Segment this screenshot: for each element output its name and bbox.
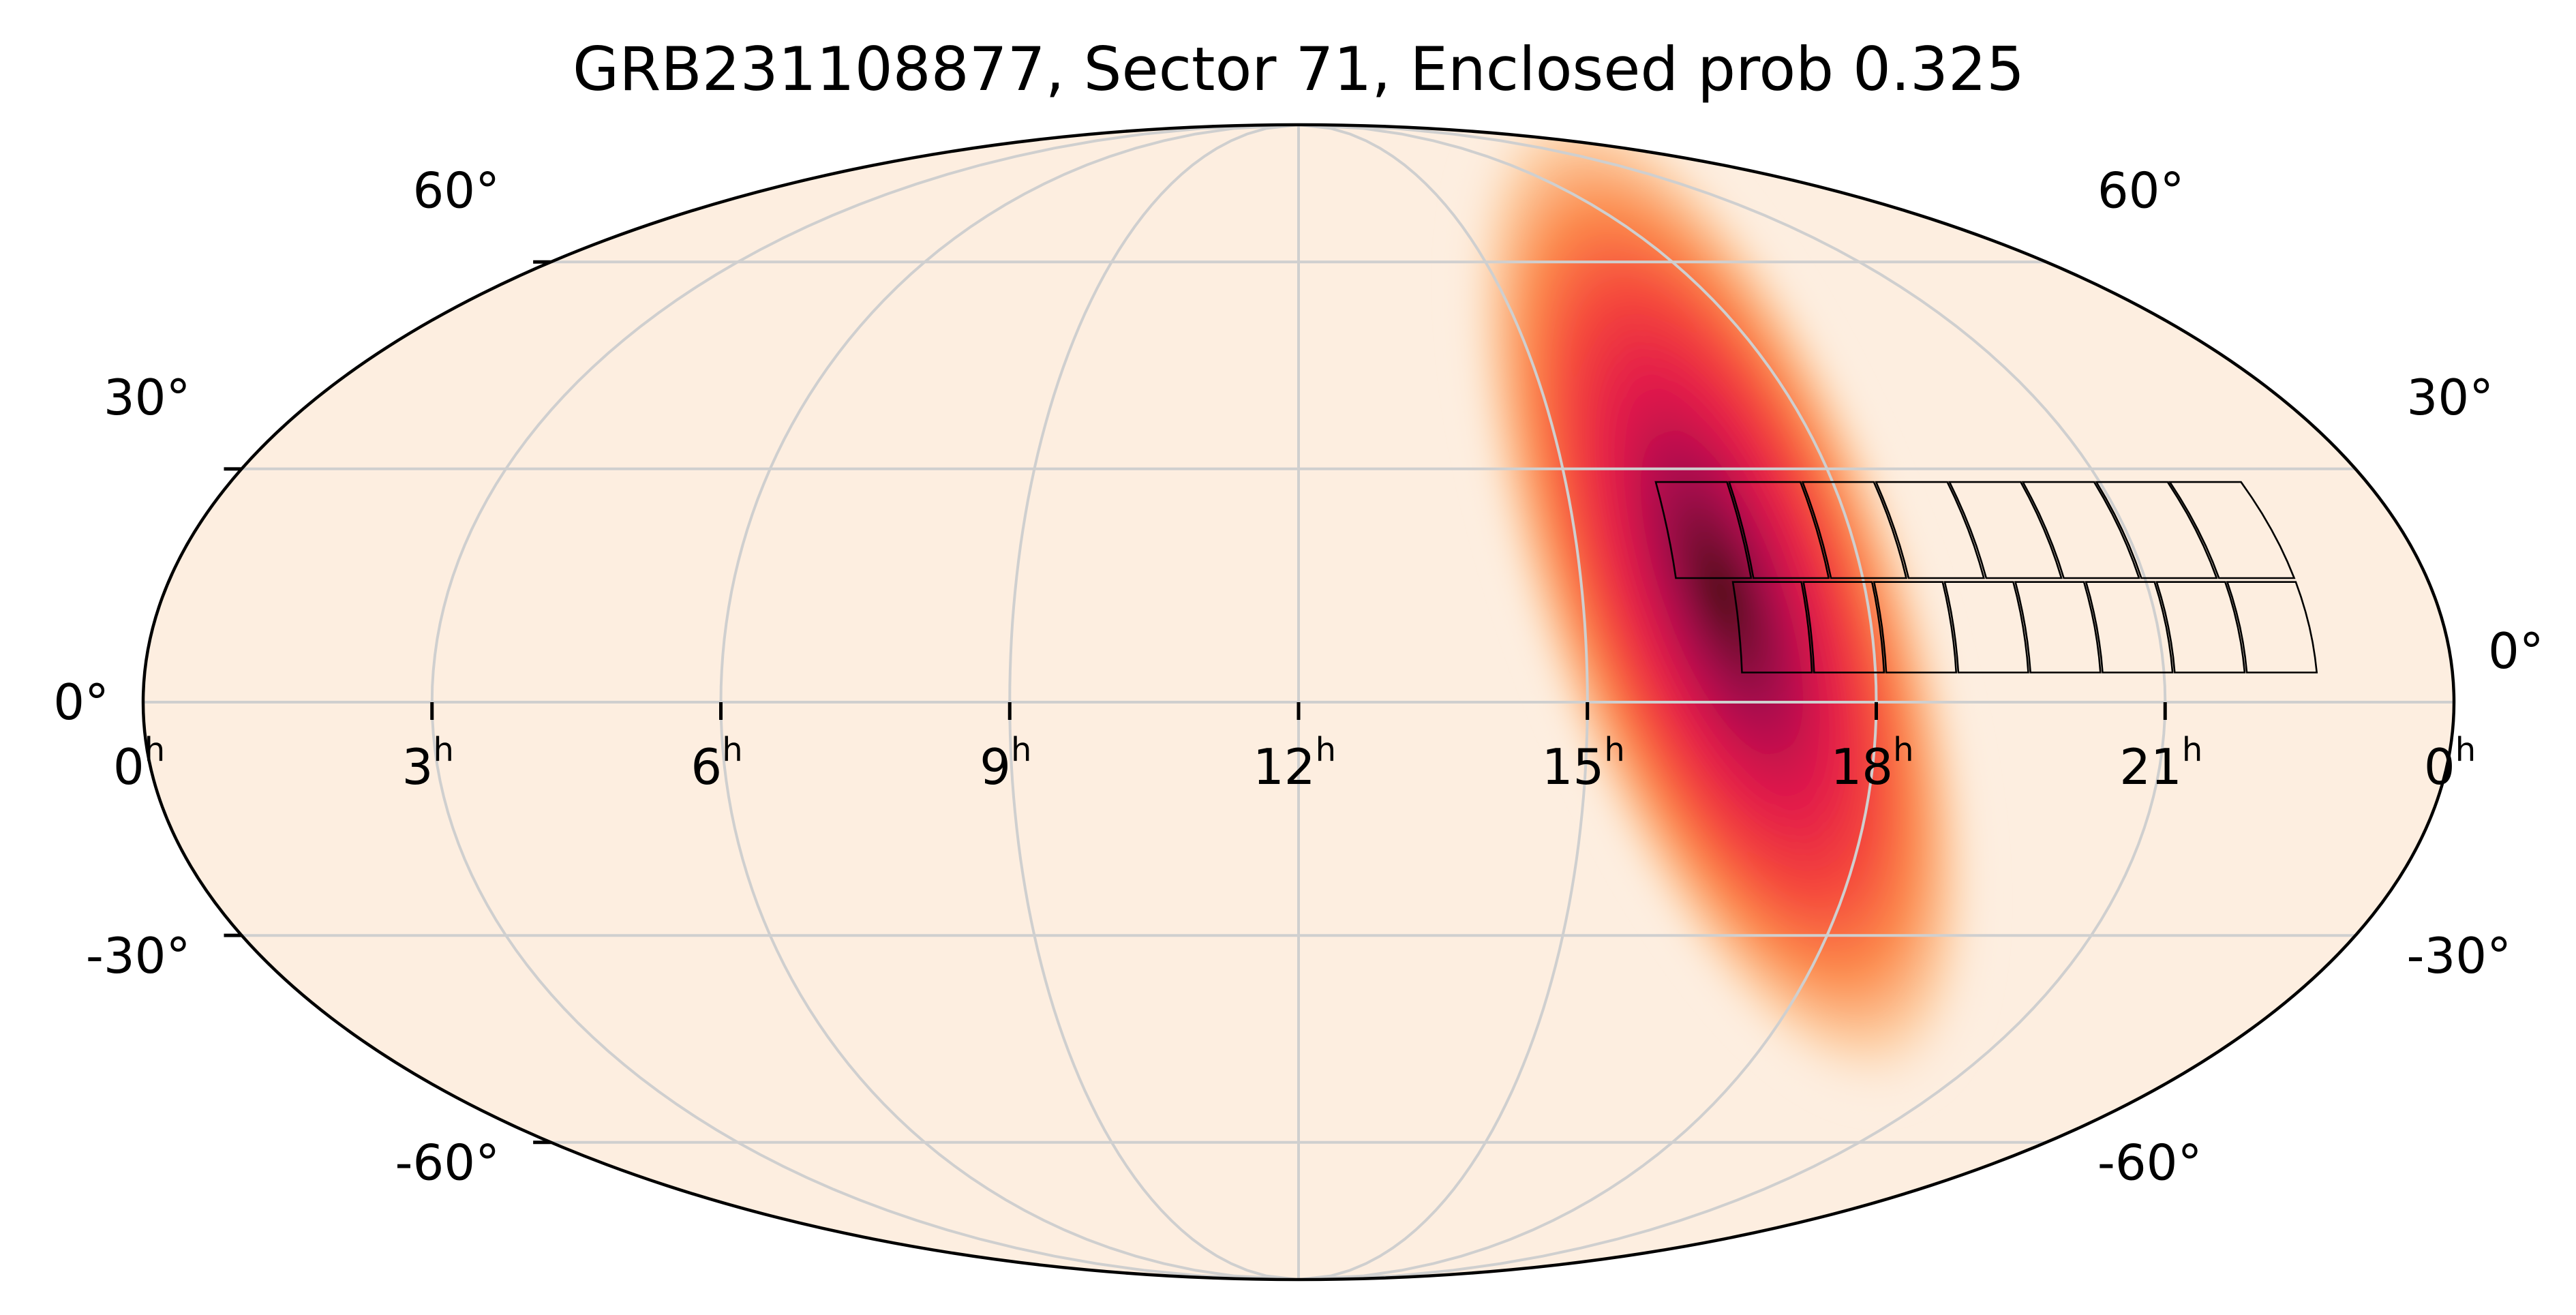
ra-tick-label: 3h xyxy=(402,731,454,796)
ra-tick-label: 12h xyxy=(1253,731,1336,796)
footprint-cell xyxy=(1731,581,1813,674)
tick-marks xyxy=(224,260,2167,1145)
footprint-cell xyxy=(1948,481,2063,579)
footprint-cell xyxy=(1873,581,1958,674)
ra-tick-label: 6h xyxy=(691,731,742,796)
footprint-cell xyxy=(2085,581,2174,674)
footprint-cell xyxy=(1875,481,1986,579)
ra-tick-label: 0h xyxy=(113,731,165,796)
ra-tick-labels: 0h 21h 18h 15h 12h 9h 6h 3h 0h xyxy=(113,731,2476,796)
chart-title: GRB231108877, Sector 71, Enclosed prob 0… xyxy=(573,34,2025,104)
footprint-cell xyxy=(1654,481,1753,579)
probability-heatmap xyxy=(1459,125,1984,1106)
dec-tick-label-right: -30° xyxy=(2407,927,2512,984)
dec-tick-label-right: 30° xyxy=(2407,369,2494,426)
sky-outline xyxy=(141,123,2456,1282)
dec-tick-label-left: -60° xyxy=(395,1134,500,1192)
dec-tick-label-right: 60° xyxy=(2097,162,2185,219)
footprint-cell xyxy=(2095,481,2218,579)
footprint-cell xyxy=(1727,481,1830,579)
dec-tick-labels: 60° 30° 0° -30° -60° 60° 30° 0° -30° -60° xyxy=(53,162,2544,1191)
dec-tick-label-right: -60° xyxy=(2097,1134,2202,1192)
tess-footprint xyxy=(1654,481,2318,674)
probability-region xyxy=(1459,125,1984,1106)
footprint-cell xyxy=(1801,481,1908,579)
ra-tick-label: 0h xyxy=(2424,731,2476,796)
dec-tick-label-left: 30° xyxy=(104,369,191,426)
footprint-cell xyxy=(2014,581,2102,674)
dec-tick-label-left: -30° xyxy=(86,927,191,984)
ra-tick-label: 18h xyxy=(1830,731,1913,796)
dec-tick-label-right: 0° xyxy=(2488,622,2544,680)
footprint-cell xyxy=(1802,581,1885,674)
footprint-cell xyxy=(2168,481,2296,579)
footprint-cell xyxy=(2155,581,2246,674)
ra-tick-label: 21h xyxy=(2119,731,2202,796)
dec-tick-label-left: 60° xyxy=(413,162,500,219)
ra-tick-label: 9h xyxy=(980,731,1031,796)
ra-tick-label: 15h xyxy=(1542,731,1625,796)
dec-tick-label-left: 0° xyxy=(53,674,109,731)
footprint-cell xyxy=(2021,481,2140,579)
footprint-cell xyxy=(2226,581,2318,674)
footprint-cell xyxy=(1943,581,2029,674)
